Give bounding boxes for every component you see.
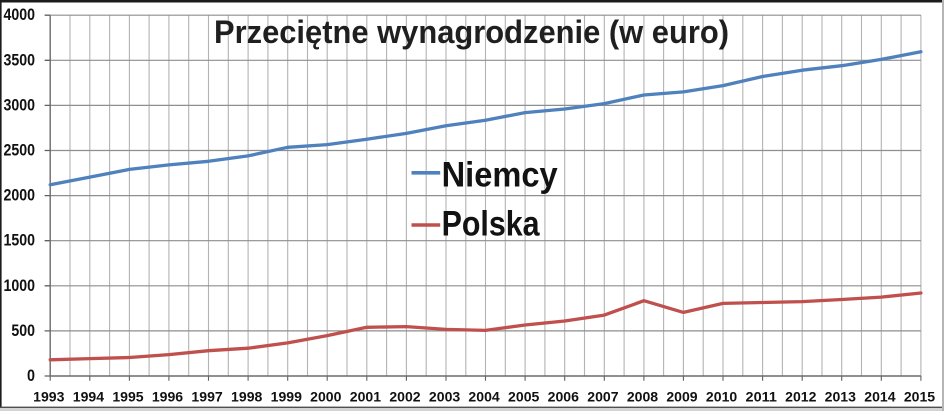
svg-text:2012: 2012 — [785, 389, 817, 405]
svg-text:Niemcy: Niemcy — [442, 156, 558, 195]
svg-text:2008: 2008 — [627, 389, 659, 405]
svg-text:1500: 1500 — [4, 232, 36, 250]
svg-text:2005: 2005 — [508, 389, 540, 405]
svg-text:1994: 1994 — [73, 389, 105, 405]
svg-text:1997: 1997 — [191, 389, 223, 405]
svg-text:1995: 1995 — [112, 389, 144, 405]
svg-text:1998: 1998 — [231, 389, 263, 405]
svg-text:3500: 3500 — [4, 51, 36, 69]
svg-text:2010: 2010 — [706, 389, 738, 405]
svg-text:1996: 1996 — [152, 389, 184, 405]
svg-text:500: 500 — [11, 322, 35, 340]
svg-text:2004: 2004 — [468, 389, 500, 405]
svg-text:3000: 3000 — [4, 96, 36, 114]
svg-text:1000: 1000 — [4, 277, 36, 295]
svg-text:Przeciętne wynagrodzenie (w eu: Przeciętne wynagrodzenie (w euro) — [214, 14, 729, 50]
svg-text:2013: 2013 — [825, 389, 857, 405]
svg-text:0: 0 — [27, 367, 35, 385]
svg-text:2007: 2007 — [587, 389, 619, 405]
svg-text:2000: 2000 — [310, 389, 342, 405]
svg-text:2006: 2006 — [548, 389, 580, 405]
svg-text:2015: 2015 — [904, 389, 936, 405]
svg-text:2014: 2014 — [864, 389, 896, 405]
svg-text:2011: 2011 — [746, 389, 778, 405]
svg-text:4000: 4000 — [4, 6, 36, 24]
svg-text:2500: 2500 — [4, 142, 36, 160]
svg-text:2009: 2009 — [666, 389, 698, 405]
svg-text:2001: 2001 — [350, 389, 382, 405]
svg-text:2002: 2002 — [389, 389, 421, 405]
svg-text:Polska: Polska — [442, 205, 540, 244]
svg-text:2000: 2000 — [4, 187, 36, 205]
svg-text:1993: 1993 — [33, 389, 65, 405]
svg-text:2003: 2003 — [429, 389, 461, 405]
svg-text:1999: 1999 — [271, 389, 303, 405]
